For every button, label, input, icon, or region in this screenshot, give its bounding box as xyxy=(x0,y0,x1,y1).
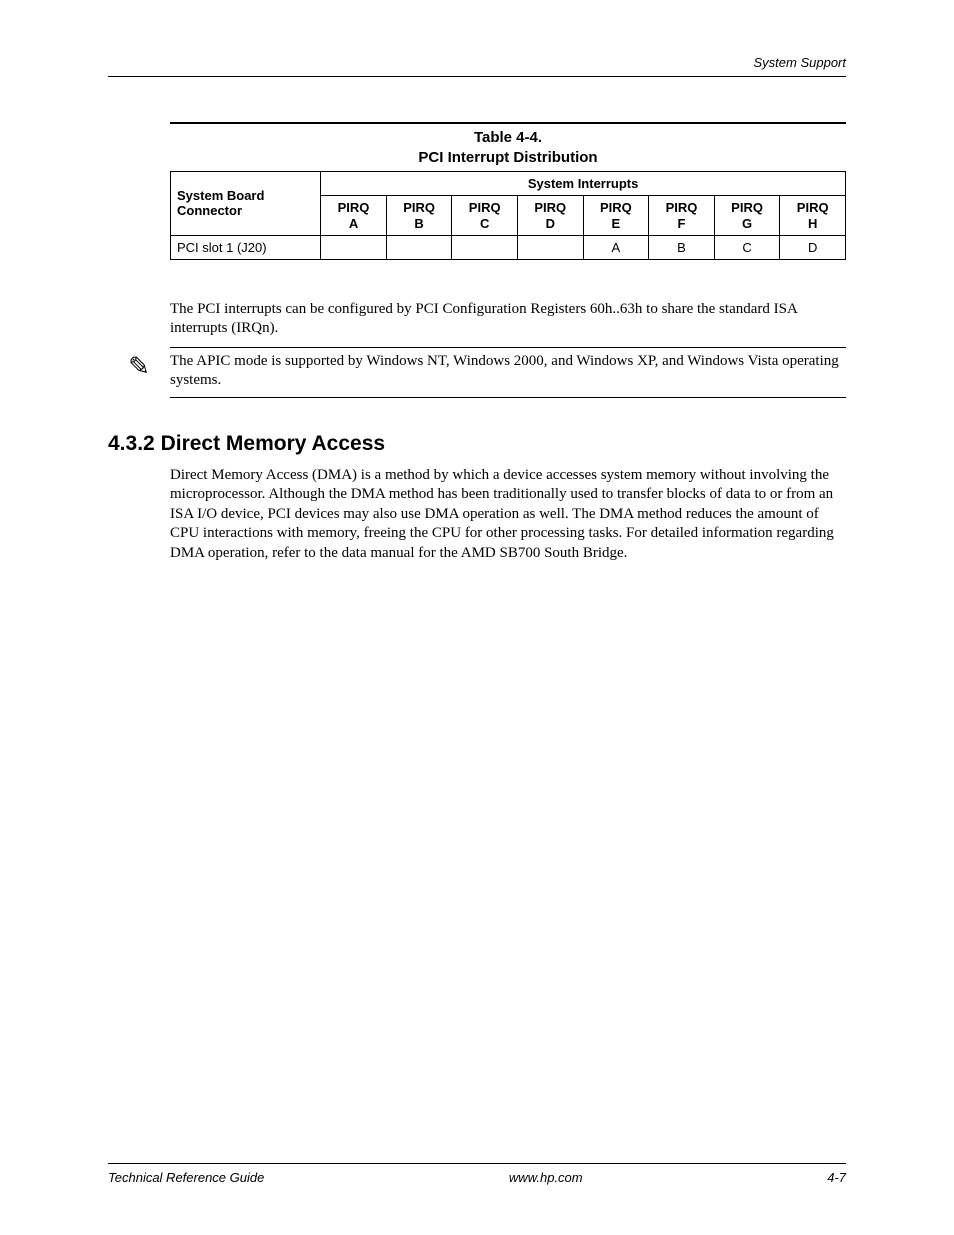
note-rule-top xyxy=(170,347,846,348)
note-rule-bottom xyxy=(170,397,846,398)
paragraph-pci-config: The PCI interrupts can be configured by … xyxy=(170,300,846,339)
table-caption: Table 4-4. PCI Interrupt Distribution xyxy=(170,122,846,171)
section-body: Direct Memory Access (DMA) is a method b… xyxy=(170,466,846,564)
cell-1 xyxy=(386,235,452,259)
col-h-1: PIRQB xyxy=(386,196,452,236)
footer-center: www.hp.com xyxy=(509,1170,583,1185)
col-h-3: PIRQD xyxy=(518,196,584,236)
table-number: Table 4-4. xyxy=(474,129,542,146)
note-text: The APIC mode is supported by Windows NT… xyxy=(170,352,846,391)
col-h-0: PIRQA xyxy=(321,196,387,236)
cell-6: C xyxy=(714,235,780,259)
cell-7: D xyxy=(780,235,846,259)
note-icon: ✎ xyxy=(108,352,170,380)
spanning-header: System Interrupts xyxy=(321,172,846,196)
section-title: Direct Memory Access xyxy=(161,432,386,455)
table-row: PCI slot 1 (J20) A B C D xyxy=(171,235,846,259)
page-header: System Support xyxy=(108,55,846,77)
section-number: 4.3.2 xyxy=(108,432,155,455)
section-heading: 4.3.2 Direct Memory Access xyxy=(108,432,846,456)
cell-2 xyxy=(452,235,518,259)
cell-4: A xyxy=(583,235,649,259)
col-h-7: PIRQH xyxy=(780,196,846,236)
cell-0 xyxy=(321,235,387,259)
col-h-2: PIRQC xyxy=(452,196,518,236)
row-header-l2: Connector xyxy=(177,203,242,218)
note-block: ✎ The APIC mode is supported by Windows … xyxy=(108,352,846,391)
row-header: System Board Connector xyxy=(171,172,321,236)
col-h-6: PIRQG xyxy=(714,196,780,236)
cell-5: B xyxy=(649,235,715,259)
table-title-text: PCI Interrupt Distribution xyxy=(418,149,597,166)
data-table: System Board Connector System Interrupts… xyxy=(170,171,846,260)
footer-left: Technical Reference Guide xyxy=(108,1170,264,1185)
header-section-name: System Support xyxy=(108,55,846,70)
footer-right: 4-7 xyxy=(827,1170,846,1185)
row-label: PCI slot 1 (J20) xyxy=(171,235,321,259)
pci-interrupt-table: Table 4-4. PCI Interrupt Distribution Sy… xyxy=(170,122,846,260)
cell-3 xyxy=(518,235,584,259)
row-header-l1: System Board xyxy=(177,188,264,203)
col-h-5: PIRQF xyxy=(649,196,715,236)
col-h-4: PIRQE xyxy=(583,196,649,236)
page-footer: Technical Reference Guide www.hp.com 4-7 xyxy=(108,1163,846,1185)
